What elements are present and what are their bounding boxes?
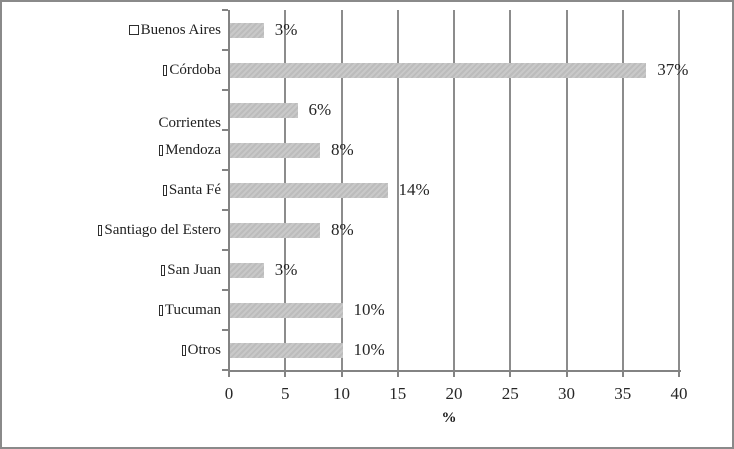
category-label: Mendoza: [6, 130, 221, 170]
missing-glyph-icon: [162, 184, 167, 196]
bar: [230, 142, 320, 158]
y-axis-tick: [222, 129, 228, 131]
missing-glyph-icon: [181, 344, 186, 356]
bar: [230, 302, 343, 318]
y-axis-tick: [222, 9, 228, 11]
category-label-text: Tucuman: [164, 301, 221, 318]
x-axis-tick: [228, 372, 230, 377]
x-axis-tick: [396, 372, 399, 377]
value-label: 6%: [308, 100, 332, 119]
y-axis-tick: [222, 249, 228, 251]
x-tick-label: 20: [445, 384, 463, 403]
category-label-text: Buenos Aires: [140, 21, 221, 38]
x-tick-label: 25: [501, 384, 519, 403]
missing-glyph-icon: [158, 304, 163, 316]
x-tick-label: 10: [333, 384, 350, 403]
gridline: [453, 10, 455, 370]
value-label: 10%: [353, 340, 385, 359]
bar: [230, 182, 388, 198]
x-axis-tick: [678, 372, 680, 377]
bar: [230, 262, 264, 278]
bar: [230, 342, 343, 358]
missing-glyph-icon: [161, 264, 166, 276]
bar: [230, 222, 320, 238]
value-label: 10%: [353, 300, 385, 319]
y-axis-tick: [222, 89, 228, 91]
gridline: [509, 10, 512, 370]
y-axis-tick: [222, 329, 228, 331]
missing-glyph-icon: [98, 224, 103, 236]
category-label: Otros: [6, 330, 221, 370]
missing-glyph-icon: [128, 25, 139, 35]
y-axis-tick: [222, 49, 228, 51]
gridline: [396, 10, 399, 370]
category-label-text: Corrientes: [158, 114, 221, 131]
x-axis: [228, 370, 681, 372]
value-label: 14%: [398, 180, 430, 199]
x-axis-tick: [453, 372, 455, 377]
bar: [230, 22, 264, 38]
missing-glyph-icon: [163, 64, 168, 76]
category-label-text: San Juan: [167, 261, 221, 278]
y-axis-tick: [222, 169, 228, 171]
value-label: 3%: [274, 20, 298, 39]
x-tick-label: 5: [281, 384, 290, 403]
category-label: Santa Fé: [6, 170, 221, 210]
value-label: 3%: [274, 260, 298, 279]
category-label: Buenos Aires: [6, 10, 221, 50]
x-tick-label: 30: [558, 384, 575, 403]
x-axis-title: %: [441, 410, 457, 426]
category-label: Corrientes: [6, 103, 221, 143]
category-label-text: Santa Fé: [168, 181, 221, 198]
x-axis-tick: [509, 372, 512, 377]
missing-glyph-icon: [159, 144, 164, 156]
gridline: [678, 10, 680, 370]
x-tick-label: 0: [224, 384, 234, 403]
x-axis-tick: [621, 372, 624, 377]
y-axis-tick: [222, 369, 228, 371]
bar: [230, 62, 647, 78]
y-axis-tick: [222, 209, 228, 211]
value-label: 8%: [331, 220, 354, 239]
bar: [230, 102, 298, 118]
x-tick-label: 40: [670, 384, 688, 403]
value-label: 37%: [657, 60, 689, 79]
category-label-text: Mendoza: [165, 141, 221, 158]
y-axis-tick: [222, 289, 228, 291]
category-label: Tucuman: [6, 290, 221, 330]
gridline: [621, 10, 624, 370]
gridline: [565, 10, 568, 370]
category-label: San Juan: [6, 250, 221, 290]
x-axis-tick: [284, 372, 287, 377]
x-tick-label: 35: [614, 384, 632, 403]
x-axis-tick: [565, 372, 568, 377]
y-axis: [228, 10, 230, 372]
x-axis-tick: [340, 372, 343, 377]
x-tick-label: 15: [389, 384, 407, 403]
category-label-text: Córdoba: [169, 61, 221, 78]
category-label-text: Otros: [187, 341, 221, 358]
category-label: Córdoba: [6, 50, 221, 90]
category-label: Santiago del Estero: [6, 210, 221, 250]
category-label-text: Santiago del Estero: [104, 221, 221, 238]
value-label: 8%: [331, 140, 354, 159]
